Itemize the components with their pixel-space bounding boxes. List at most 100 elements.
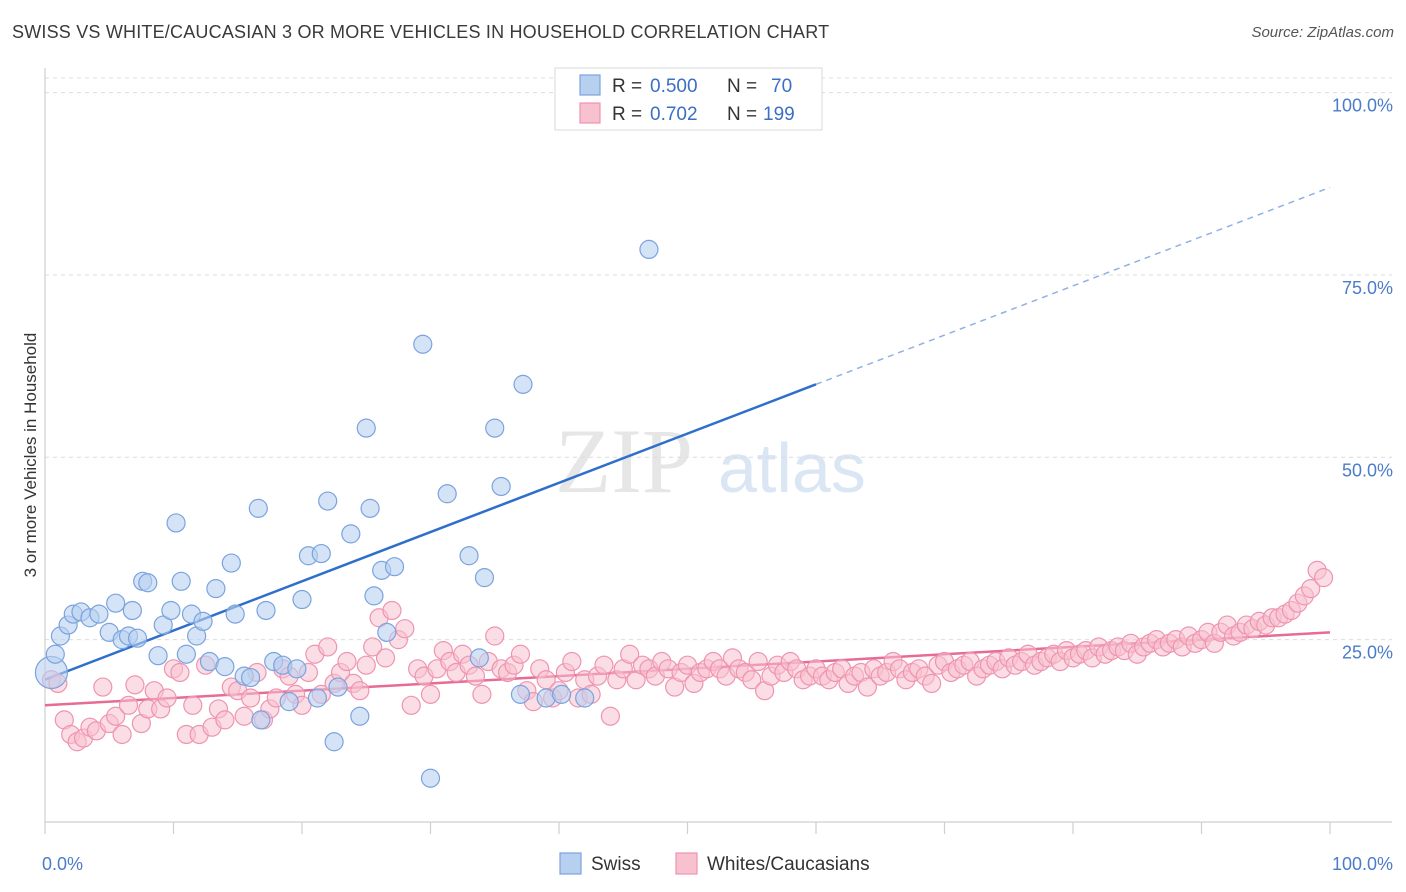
white-point [401, 695, 421, 715]
white-point [395, 619, 415, 639]
white-point [241, 688, 261, 708]
white-point [125, 675, 145, 695]
swiss-point [459, 546, 479, 566]
swiss-point [292, 589, 312, 610]
swiss-point [350, 706, 370, 726]
white-point [234, 706, 254, 726]
swiss-point [551, 684, 572, 704]
white-point [600, 706, 621, 726]
watermark-zip: ZIP [555, 410, 693, 512]
swiss-point [256, 600, 276, 621]
axes: 25.0% 50.0% 75.0% 100.0% 0.0% 100.0% [42, 68, 1393, 874]
swiss-point [215, 657, 235, 677]
swiss-point [241, 667, 261, 688]
swiss-point [221, 553, 241, 573]
swiss-point [287, 659, 307, 679]
legend-n-value-whites: 199 [763, 104, 795, 125]
white-point [594, 655, 614, 675]
white-point [93, 677, 113, 697]
swiss-point [45, 644, 65, 664]
swiss-point [161, 600, 181, 621]
swiss-point [341, 524, 361, 544]
swiss-point [307, 688, 328, 708]
swiss-point [437, 484, 457, 504]
swiss-point [148, 646, 168, 666]
white-point [742, 670, 762, 690]
white-point [922, 673, 942, 694]
swiss-point [279, 692, 299, 712]
swiss-point [225, 604, 245, 624]
white-point [420, 684, 441, 704]
swiss-trend-line [44, 383, 817, 681]
y-tick-label: 75.0% [1342, 278, 1393, 298]
legend-swatch-whites [579, 102, 601, 124]
white-point [510, 644, 531, 664]
swiss-point [485, 418, 505, 438]
swiss-point [324, 732, 344, 752]
white-point [382, 600, 402, 621]
swiss-point [377, 622, 397, 642]
white-point [857, 677, 878, 697]
white-point [375, 648, 396, 668]
chart-source: Source: ZipAtlas.com [1251, 24, 1394, 41]
x-tick-label-max: 100.0% [1332, 854, 1393, 874]
stats-legend: R = 0.500 N = 70 R = 0.702 N = 199 [554, 67, 823, 131]
swiss-point [328, 677, 348, 697]
swiss-point [122, 600, 142, 621]
swiss-point [639, 239, 659, 260]
swiss-point [364, 586, 384, 606]
white-point [485, 626, 505, 646]
swiss-trend-extension [815, 186, 1331, 386]
swiss-point [491, 476, 511, 497]
white-point [620, 644, 640, 664]
bottom-swatch-swiss [559, 852, 582, 875]
legend-r-value-whites: 0.702 [650, 104, 698, 125]
swiss-point [360, 498, 380, 518]
legend-r-label-swiss: R = [612, 76, 642, 97]
swiss-point [127, 628, 148, 648]
swiss-point [248, 498, 268, 518]
swiss-point [193, 611, 213, 632]
swiss-point [384, 557, 405, 577]
white-point [183, 695, 203, 715]
chart-title: SWISS VS WHITE/CAUCASIAN 3 OR MORE VEHIC… [12, 22, 830, 42]
swiss-point [311, 543, 331, 564]
swiss-point [166, 513, 186, 533]
swiss-point [106, 593, 126, 613]
series-legend: Swiss Whites/Caucasians [559, 852, 870, 875]
swiss-point [413, 334, 433, 354]
white-point [1301, 578, 1321, 599]
watermark: ZIP atlas [555, 410, 866, 512]
white-point [112, 724, 132, 745]
white-point [215, 710, 235, 730]
bottom-legend-whites: Whites/Caucasians [707, 854, 870, 875]
white-point [350, 681, 370, 701]
legend-n-label-whites: N = [727, 104, 757, 125]
white-point [748, 651, 768, 672]
whites-points [41, 560, 1334, 752]
legend-n-label-swiss: N = [727, 76, 757, 97]
swiss-point [176, 644, 196, 664]
white-point [465, 666, 486, 686]
swiss-point [420, 768, 441, 788]
swiss-point [474, 568, 495, 588]
swiss-points [34, 82, 723, 788]
white-point [106, 706, 126, 726]
white-point [363, 637, 383, 657]
white-point [337, 651, 357, 672]
watermark-atlas: atlas [718, 429, 866, 507]
swiss-point [318, 491, 338, 511]
white-point [562, 651, 582, 672]
white-point [472, 684, 492, 704]
swiss-point [251, 710, 271, 730]
swiss-point [89, 604, 109, 624]
x-tick-label-min: 0.0% [42, 854, 83, 874]
white-point [157, 688, 177, 708]
legend-r-value-swiss: 0.500 [650, 76, 698, 97]
white-point [118, 695, 139, 715]
swiss-point [206, 578, 226, 599]
grid-lines [45, 77, 1392, 641]
white-point [170, 662, 190, 683]
y-tick-label: 100.0% [1332, 96, 1393, 116]
